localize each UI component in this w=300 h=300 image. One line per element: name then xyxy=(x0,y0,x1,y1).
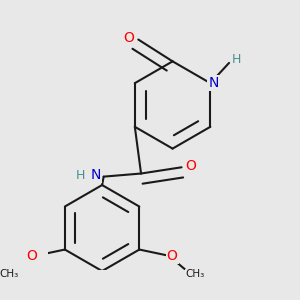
Text: O: O xyxy=(124,31,134,45)
Text: O: O xyxy=(167,249,178,263)
Text: CH₃: CH₃ xyxy=(0,269,18,280)
Text: N: N xyxy=(208,76,219,90)
Text: N: N xyxy=(91,168,101,182)
Text: H: H xyxy=(232,53,242,66)
Text: O: O xyxy=(185,159,196,173)
Text: O: O xyxy=(27,249,38,263)
Text: H: H xyxy=(76,169,85,182)
Text: CH₃: CH₃ xyxy=(186,269,205,280)
